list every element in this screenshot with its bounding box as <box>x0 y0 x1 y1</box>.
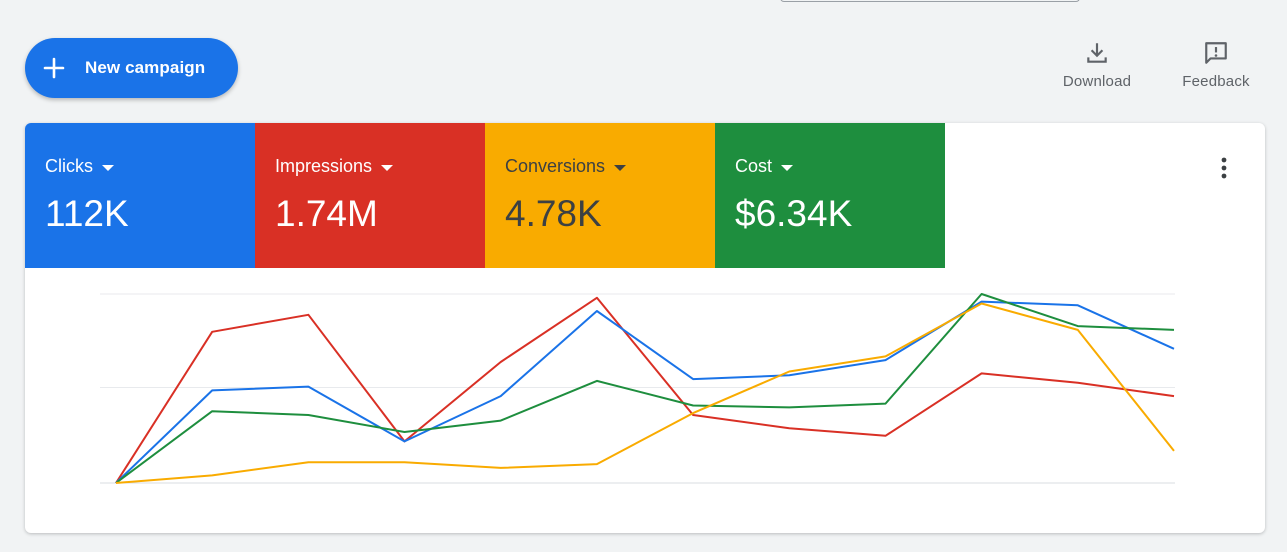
scorecard-impressions[interactable]: Impressions 1.74M <box>255 123 485 268</box>
scorecard-value: 1.74M <box>275 193 378 234</box>
more-vert-icon[interactable] <box>1211 153 1237 183</box>
scorecard-label: Impressions <box>275 156 373 176</box>
dropdown-caret-icon <box>381 164 394 171</box>
new-campaign-button[interactable]: New campaign <box>25 38 238 98</box>
search-box-edge[interactable] <box>780 0 1080 2</box>
plus-icon <box>43 57 65 79</box>
feedback-label: Feedback <box>1182 73 1250 90</box>
series-line-clicks[interactable] <box>115 300 1175 484</box>
scorecard-clicks[interactable]: Clicks 112K <box>25 123 255 268</box>
scorecard-metric-selector: Clicks <box>45 156 114 177</box>
scorecard-metric-selector: Conversions <box>505 156 627 177</box>
dropdown-caret-icon <box>102 164 114 171</box>
scorecard-value: $6.34K <box>735 193 853 234</box>
series-line-impressions[interactable] <box>115 296 1175 484</box>
scorecard-cost[interactable]: Cost $6.34K <box>715 123 945 268</box>
new-campaign-label: New campaign <box>85 58 206 77</box>
series-line-cost[interactable] <box>115 293 1175 484</box>
scorecard-label: Conversions <box>505 156 606 176</box>
scorecard-value: 112K <box>45 193 129 234</box>
scorecard-metric-selector: Impressions <box>275 156 394 177</box>
series-line-conversions[interactable] <box>115 302 1175 484</box>
performance-card: Clicks 112K Impressions 1.74M Conversion… <box>25 123 1265 533</box>
download-button[interactable]: Download <box>1058 40 1136 90</box>
scorecard-label: Cost <box>735 156 773 176</box>
scorecard-value: 4.78K <box>505 193 602 234</box>
feedback-button[interactable]: Feedback <box>1176 40 1256 90</box>
feedback-icon <box>1205 42 1227 64</box>
scorecard-metric-selector: Cost <box>735 156 794 177</box>
dropdown-caret-icon <box>781 164 794 171</box>
scorecard-conversions[interactable]: Conversions 4.78K <box>485 123 715 268</box>
download-icon <box>1087 43 1107 63</box>
line-chart <box>100 293 1175 484</box>
dropdown-caret-icon <box>614 164 627 171</box>
download-label: Download <box>1062 73 1132 90</box>
scorecard-label: Clicks <box>45 156 93 176</box>
